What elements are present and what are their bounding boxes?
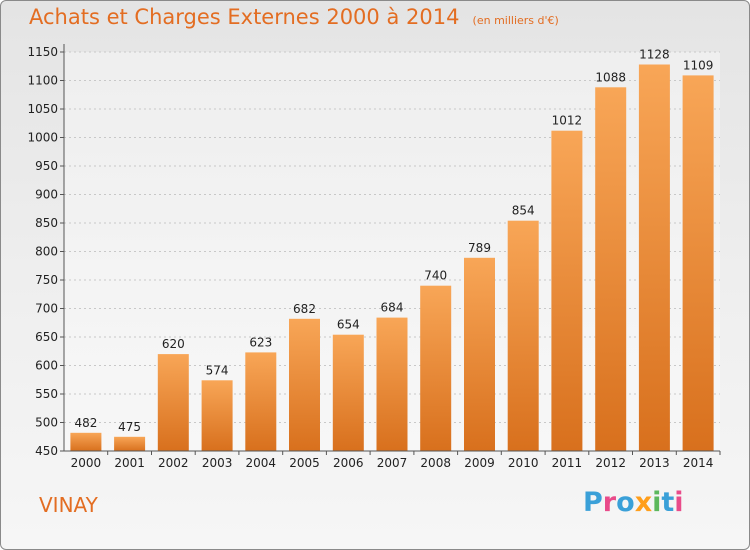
bars: 482 475 620 574 623 682 654 684 740 789 854 1012 108…: [70, 48, 714, 452]
logo-letter: o: [616, 487, 635, 518]
x-tick-label-2010: 2010: [508, 456, 539, 470]
value-label-2000: 482: [74, 416, 97, 430]
value-label-2009: 789: [468, 241, 491, 255]
x-tick-label-2003: 2003: [202, 456, 233, 470]
y-tick-label: 1000: [27, 131, 58, 145]
bar-2001[interactable]: [114, 436, 146, 452]
y-tick-label: 650: [35, 330, 58, 344]
value-label-2003: 574: [206, 363, 229, 377]
bar-2009[interactable]: [464, 257, 495, 451]
bar-2007[interactable]: [376, 317, 408, 451]
value-label-2005: 682: [293, 302, 316, 316]
chart-unit: (en milliers d'€): [472, 14, 559, 27]
x-tick-label-2012: 2012: [595, 456, 626, 470]
x-tick-label-2004: 2004: [246, 456, 277, 470]
value-label-2011: 1012: [552, 114, 583, 128]
value-label-2012: 1088: [595, 70, 626, 84]
logo-letter: P: [583, 487, 603, 518]
axes: 450 500 550 600 650 700 750 800 850 900 950 1000 105…: [27, 44, 721, 470]
y-tick-label: 550: [35, 387, 58, 401]
x-tick-label-2000: 2000: [71, 456, 102, 470]
logo-letter: x: [634, 487, 653, 518]
logo-letter: r: [602, 487, 617, 518]
y-tick-label: 700: [35, 302, 58, 316]
x-tick-label-2009: 2009: [464, 456, 495, 470]
chart-title-block: Achats et Charges Externes 2000 à 2014 (…: [29, 5, 559, 29]
value-label-2014: 1109: [683, 58, 714, 72]
bar-2012[interactable]: [595, 87, 627, 452]
town-name: VINAY: [39, 493, 98, 517]
y-tick-label: 800: [35, 245, 58, 259]
y-tick-label: 450: [35, 444, 58, 458]
value-label-2008: 740: [424, 269, 447, 283]
bar-2005[interactable]: [289, 318, 320, 451]
x-tick-label-2008: 2008: [420, 456, 451, 470]
value-label-2013: 1128: [639, 48, 670, 62]
bar-2004[interactable]: [245, 352, 277, 451]
bar-2006[interactable]: [332, 334, 364, 451]
x-tick-label-2001: 2001: [114, 456, 145, 470]
bar-2010[interactable]: [507, 220, 539, 451]
x-tick-label-2013: 2013: [639, 456, 670, 470]
logo-letter: i: [652, 487, 662, 518]
logo-letter: i: [674, 487, 684, 518]
y-tick-label: 500: [35, 416, 58, 430]
value-label-2006: 654: [337, 318, 360, 332]
y-tick-label: 1100: [27, 74, 58, 88]
y-tick-label: 750: [35, 273, 58, 287]
value-label-2004: 623: [249, 335, 272, 349]
value-label-2010: 854: [512, 204, 535, 218]
bar-2008[interactable]: [420, 285, 452, 451]
x-tick-label-2002: 2002: [158, 456, 189, 470]
x-tick-label-2006: 2006: [333, 456, 364, 470]
x-tick-label-2011: 2011: [552, 456, 583, 470]
value-label-2007: 684: [381, 301, 404, 315]
y-tick-label: 850: [35, 216, 58, 230]
bar-2013[interactable]: [638, 64, 670, 452]
x-tick-label-2007: 2007: [377, 456, 408, 470]
bar-2014[interactable]: [682, 75, 714, 452]
bar-2011[interactable]: [551, 130, 583, 451]
y-tick-label: 950: [35, 159, 58, 173]
y-tick-label: 900: [35, 188, 58, 202]
bar-2002[interactable]: [157, 354, 189, 451]
value-label-2001: 475: [118, 420, 141, 434]
value-label-2002: 620: [162, 337, 185, 351]
y-tick-label: 1150: [27, 45, 58, 59]
y-tick-label: 600: [35, 359, 58, 373]
bar-2003[interactable]: [201, 380, 233, 451]
proxiti-logo[interactable]: Proxiti: [583, 487, 684, 518]
y-tick-label: 1050: [27, 102, 58, 116]
x-tick-label-2005: 2005: [289, 456, 320, 470]
bar-2000[interactable]: [70, 432, 102, 451]
x-tick-label-2014: 2014: [683, 456, 714, 470]
logo-letter: t: [661, 487, 675, 518]
chart-title: Achats et Charges Externes 2000 à 2014: [29, 5, 460, 29]
